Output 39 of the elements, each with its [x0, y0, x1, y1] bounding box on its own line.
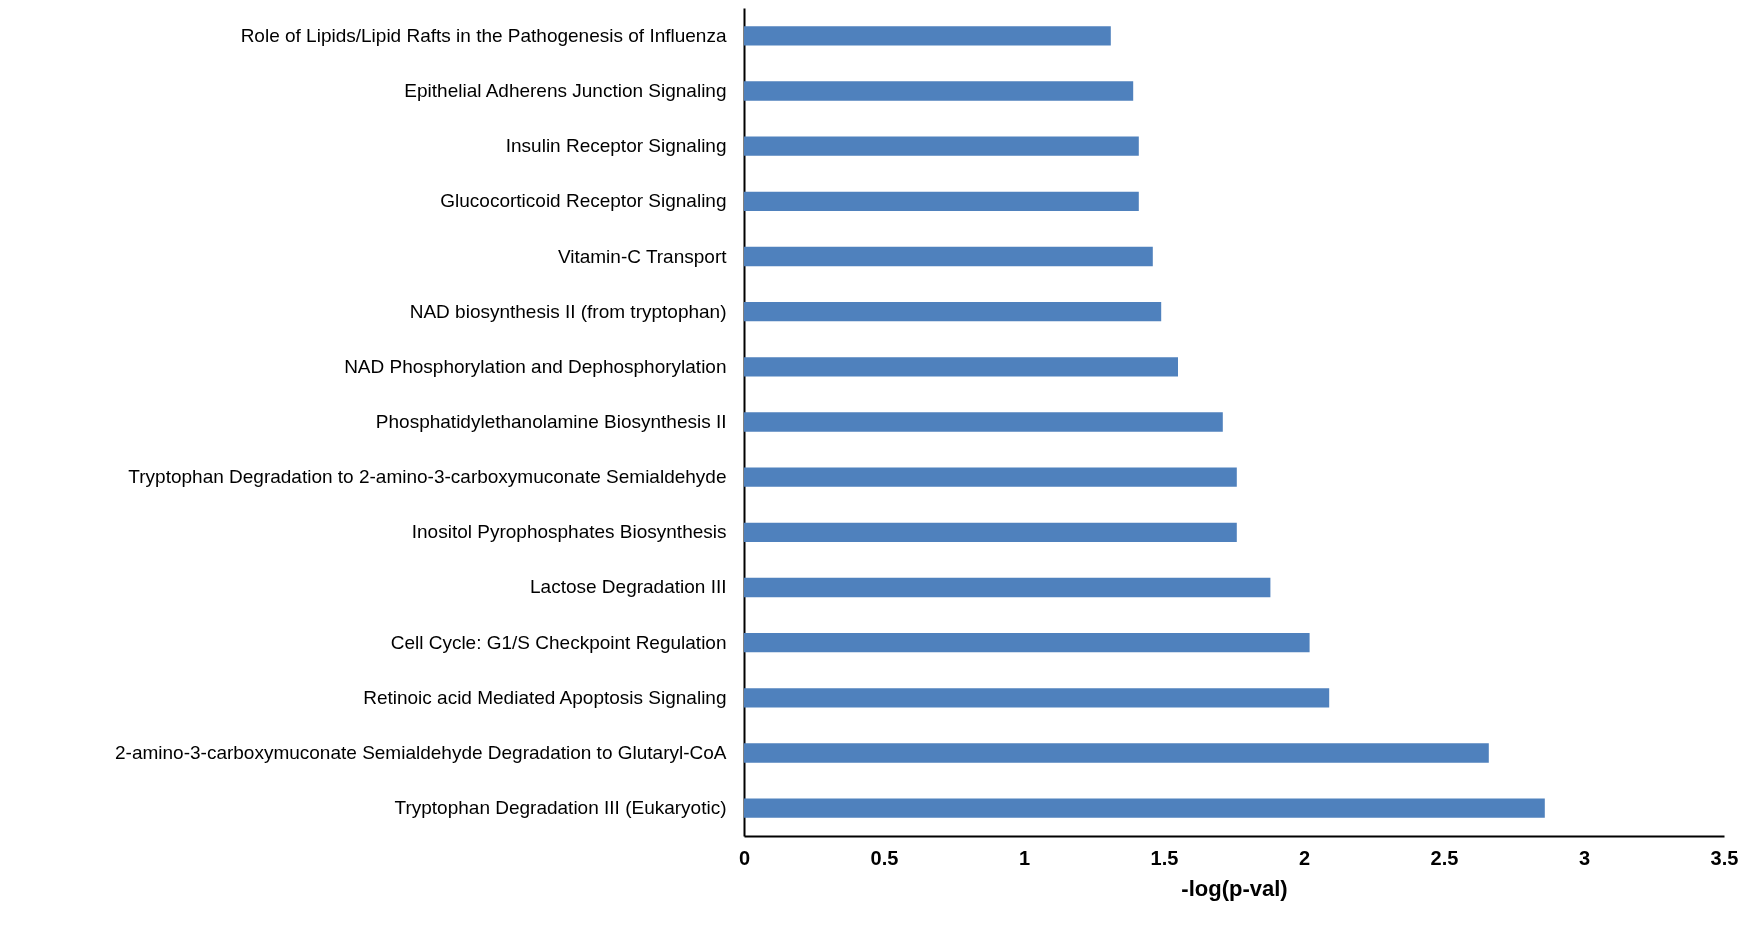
y-tick-label: Insulin Receptor Signaling	[505, 135, 727, 157]
bar	[744, 412, 1223, 432]
x-tick-label: 1	[1018, 846, 1031, 869]
bar	[744, 798, 1545, 818]
bar	[744, 577, 1271, 598]
y-tick-label: Phosphatidylethanolamine Biosynthesis II	[375, 411, 727, 432]
bar	[744, 191, 1139, 211]
y-tick-label: Vitamin-C Transport	[557, 245, 728, 267]
bar	[744, 467, 1237, 487]
x-tick-label: 3	[1578, 846, 1591, 869]
bar	[744, 688, 1330, 708]
bar	[744, 633, 1310, 653]
y-tick-label: 2-amino-3-carboxymuconate Semialdehyde Degradation to Glutaryl-CoA	[115, 741, 727, 763]
bar	[744, 743, 1489, 763]
bar	[744, 81, 1134, 101]
y-tick-label: Tryptophan Degradation to 2-amino-3-carboxymuconate Semialdehyde	[128, 466, 727, 488]
y-tick-label: Epithelial Adherens Junction Signaling	[404, 80, 727, 102]
bar	[744, 136, 1139, 156]
bar	[744, 302, 1162, 322]
x-tick-label: 3.5	[1710, 846, 1739, 869]
y-tick-label: Inositol Pyrophosphates Biosynthesis	[411, 521, 727, 543]
y-tick-label: NAD biosynthesis II (from tryptophan)	[409, 300, 727, 322]
y-tick-label: NAD Phosphorylation and Dephosphorylation	[344, 355, 727, 377]
x-tick-label: 0.5	[870, 846, 899, 869]
bar	[744, 26, 1111, 46]
y-tick-label: Retinoic acid Mediated Apoptosis Signaling	[363, 686, 727, 708]
x-tick-label: 2.5	[1430, 846, 1459, 869]
y-tick-label: Glucocorticoid Receptor Signaling	[440, 190, 727, 212]
y-tick-label: Cell Cycle: G1/S Checkpoint Regulation	[390, 631, 727, 653]
y-tick-label: Tryptophan Degradation III (Eukaryotic)	[394, 797, 727, 819]
x-axis-title: -log(p-val)	[1181, 875, 1288, 901]
x-tick-label: 2	[1298, 846, 1311, 869]
x-tick-label: 1.5	[1150, 846, 1179, 869]
bar	[744, 357, 1178, 377]
x-tick-label: 0	[738, 846, 751, 869]
y-tick-label: Role of Lipids/Lipid Rafts in the Pathogenesis of Influenza	[240, 24, 727, 46]
bar	[744, 522, 1237, 542]
y-tick-label: Lactose Degradation III	[530, 576, 727, 598]
bar	[744, 246, 1153, 267]
